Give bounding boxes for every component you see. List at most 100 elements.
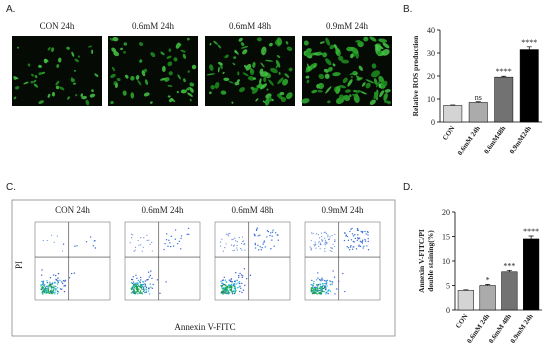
cell [327, 66, 333, 72]
event [59, 279, 61, 282]
cell [135, 75, 140, 80]
cell [161, 65, 166, 72]
event [364, 230, 366, 233]
event [70, 272, 73, 275]
event [229, 280, 232, 283]
event [149, 283, 151, 285]
cell [191, 64, 197, 70]
event [147, 271, 150, 273]
cell [339, 84, 347, 89]
event [42, 289, 45, 291]
axis-label: PI [14, 261, 24, 269]
event [76, 245, 78, 247]
event [315, 287, 318, 289]
event [334, 240, 336, 243]
cell [27, 63, 31, 67]
event [238, 281, 241, 283]
cell [257, 37, 262, 42]
event [234, 290, 236, 292]
event [142, 290, 145, 292]
event [220, 280, 222, 283]
event [330, 247, 332, 249]
event [180, 237, 182, 240]
event [64, 280, 66, 283]
event [149, 243, 151, 245]
cell [242, 49, 248, 55]
event [130, 292, 133, 294]
event [319, 289, 321, 292]
event [142, 246, 144, 248]
event [156, 279, 159, 281]
event [130, 282, 133, 284]
cell [176, 90, 179, 94]
cell [58, 57, 62, 63]
cell [213, 40, 218, 45]
event [323, 231, 325, 234]
event [332, 270, 334, 272]
event [231, 287, 233, 289]
event [239, 272, 241, 275]
event [324, 239, 327, 241]
event [130, 288, 132, 290]
event [54, 293, 56, 295]
event [131, 278, 134, 281]
event [326, 285, 328, 287]
event [325, 241, 328, 243]
event [263, 241, 265, 244]
event [230, 279, 232, 281]
event [318, 245, 320, 247]
event [54, 288, 56, 290]
cell [91, 89, 94, 93]
event [63, 290, 66, 293]
event [61, 281, 63, 283]
event [151, 241, 153, 243]
event [342, 272, 344, 275]
y-tick-label: 15 [442, 233, 450, 242]
event [254, 247, 257, 249]
event [232, 238, 234, 240]
event [334, 239, 336, 241]
event [359, 245, 362, 248]
event [234, 288, 237, 291]
cell [209, 42, 212, 46]
cell [168, 48, 172, 52]
event [132, 281, 135, 283]
event [165, 238, 168, 241]
event [186, 233, 188, 236]
event [219, 241, 222, 243]
y-tick-label: 20 [442, 208, 450, 217]
event [322, 279, 324, 281]
cell [180, 49, 186, 53]
cell [356, 75, 361, 81]
event [243, 268, 246, 270]
event [231, 291, 233, 293]
cell [247, 76, 255, 81]
event [334, 245, 336, 248]
event [224, 279, 227, 281]
event [271, 231, 274, 233]
event [351, 227, 353, 230]
significance: **** [523, 227, 539, 236]
event [57, 290, 59, 293]
cell [115, 82, 118, 89]
cell [285, 41, 289, 45]
event [324, 241, 326, 244]
event [148, 239, 150, 241]
event [316, 284, 319, 286]
cell [85, 99, 90, 106]
event [350, 228, 352, 231]
event [56, 283, 59, 285]
cell [305, 51, 312, 57]
cell [335, 85, 341, 94]
cell [113, 51, 120, 57]
event [222, 292, 224, 295]
event [144, 285, 146, 287]
event [55, 279, 58, 281]
event [321, 286, 323, 288]
event [57, 272, 60, 275]
event [310, 232, 313, 234]
event [354, 233, 356, 236]
event [315, 292, 317, 294]
event [325, 289, 327, 291]
cell [209, 91, 212, 95]
